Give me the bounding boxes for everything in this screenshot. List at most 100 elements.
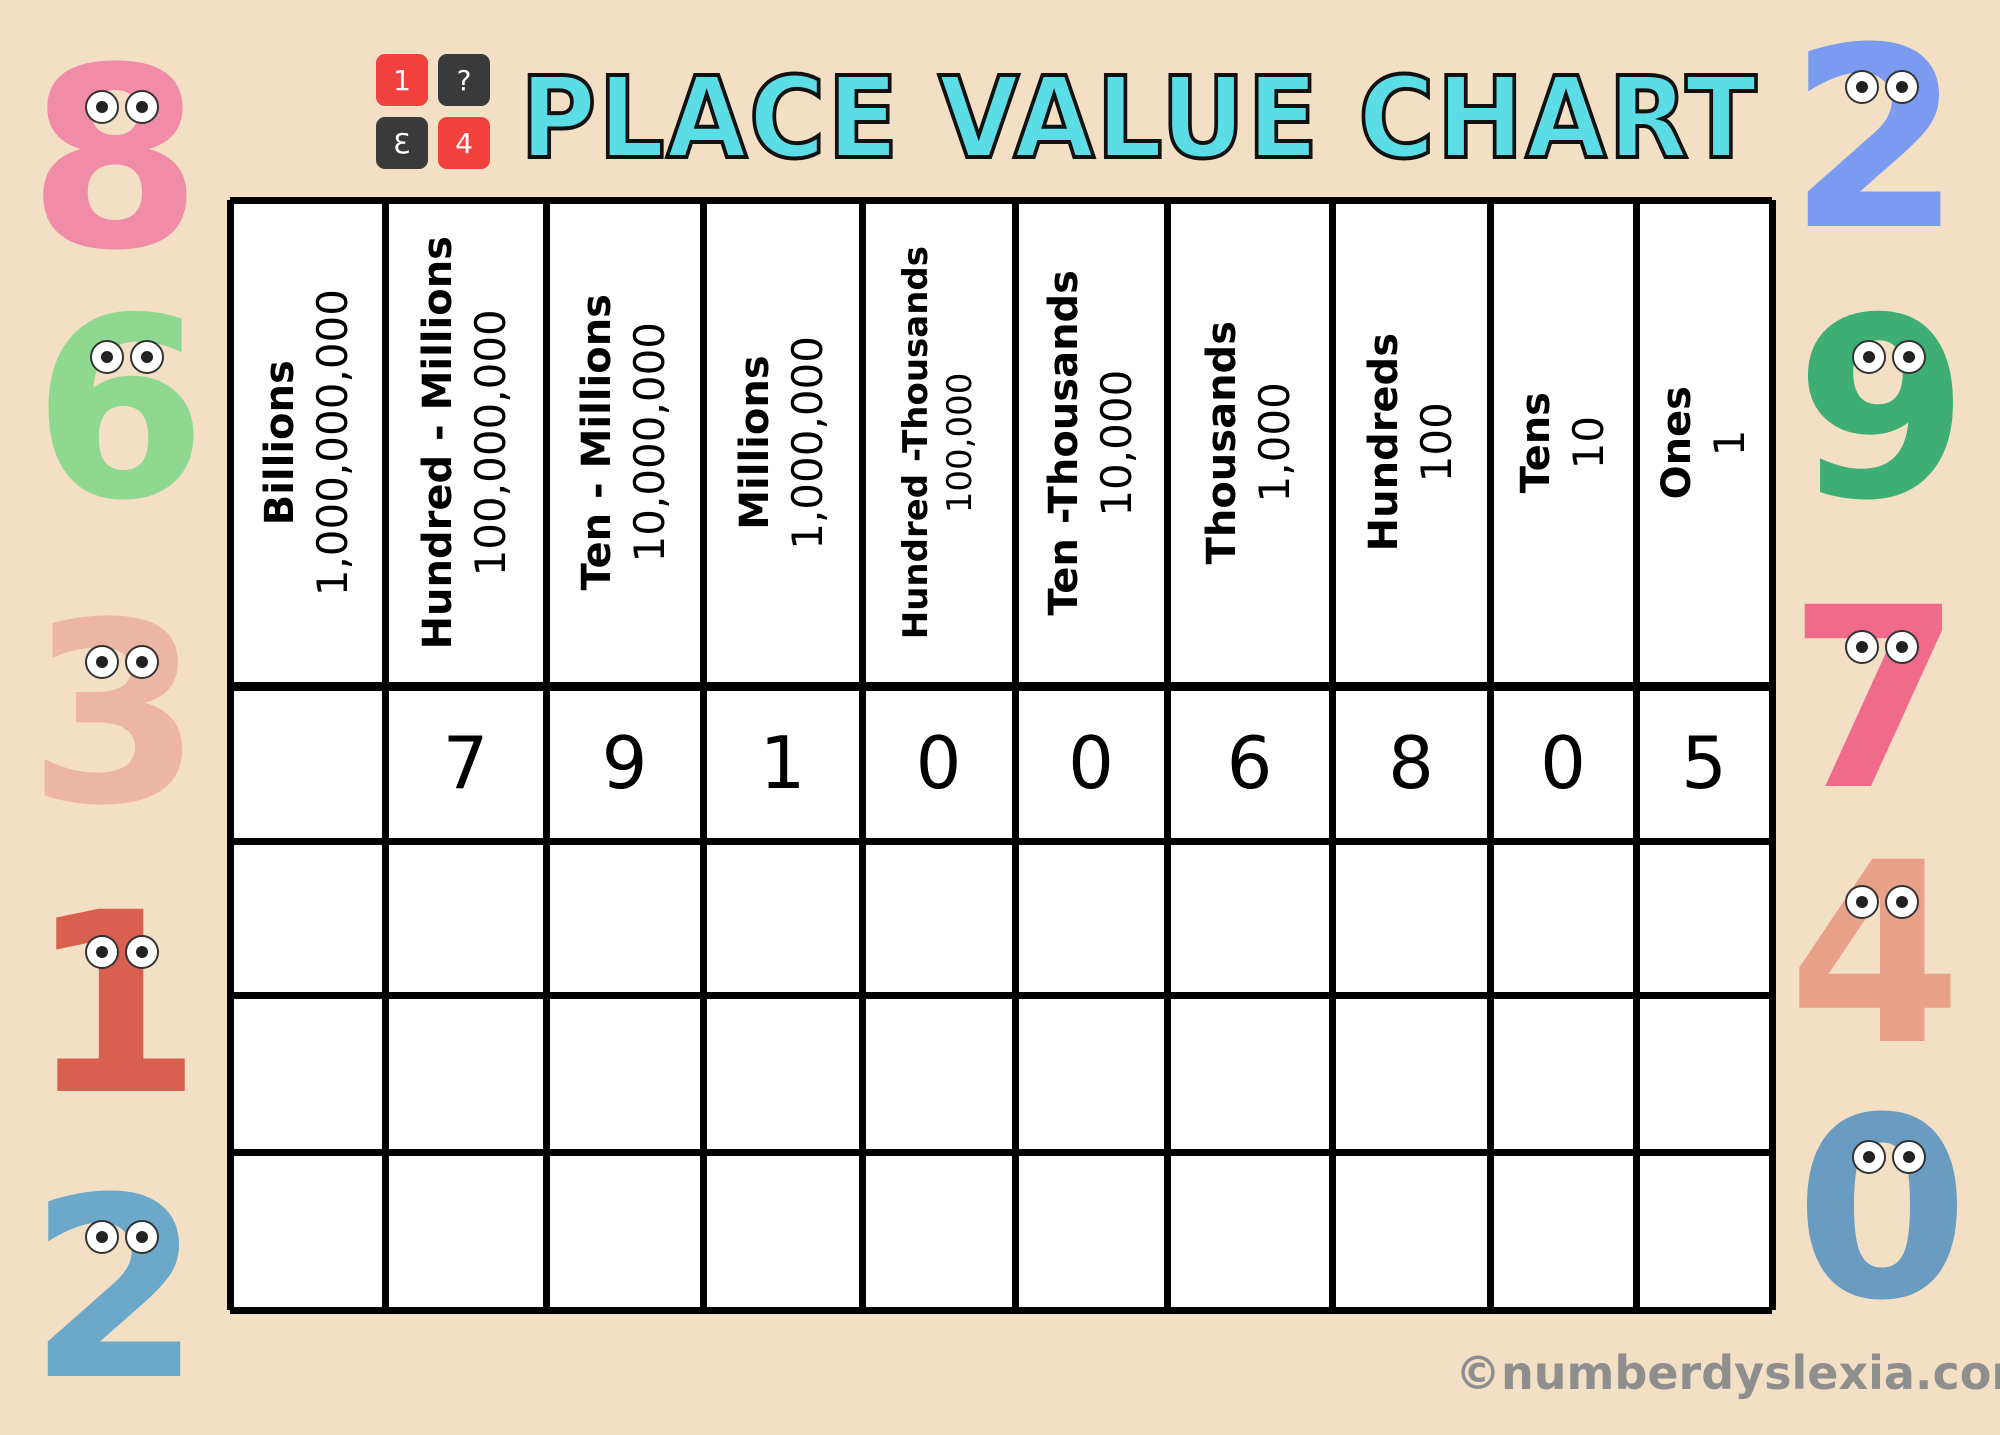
eye-icon bbox=[125, 645, 159, 679]
place-name: Ten -Thousands bbox=[1040, 269, 1087, 616]
place-name: Ten - Millions bbox=[574, 294, 621, 591]
digit-cell[interactable] bbox=[1636, 1152, 1772, 1310]
eye-icon bbox=[85, 645, 119, 679]
digit-cell[interactable] bbox=[385, 995, 546, 1152]
digit-cell[interactable]: 0 bbox=[915, 721, 962, 805]
digit-cell[interactable] bbox=[1490, 841, 1636, 995]
grid-line bbox=[230, 992, 1772, 999]
eye-icon bbox=[85, 1220, 119, 1254]
number-character: 1 bbox=[28, 859, 202, 1150]
eye-icon bbox=[125, 1220, 159, 1254]
place-value-table: Billions 1,000,000,000 Hundred - Millions 1… bbox=[227, 197, 1776, 1314]
eye-icon bbox=[1885, 885, 1919, 919]
digit-cell[interactable] bbox=[1015, 1152, 1167, 1310]
eye-icon bbox=[125, 935, 159, 969]
digit-cell[interactable] bbox=[1636, 995, 1772, 1152]
place-value: 1,000,000 bbox=[783, 335, 833, 550]
number-character: 2 bbox=[28, 1144, 202, 1435]
logo-tile: 4 bbox=[438, 117, 490, 169]
grid-line bbox=[1769, 200, 1776, 1310]
column-header: Billions 1,000,000,000 bbox=[230, 200, 385, 685]
number-character: 3 bbox=[28, 569, 202, 860]
digit-cell[interactable] bbox=[230, 841, 385, 995]
place-value: 100,000 bbox=[940, 372, 981, 513]
column-header-text: Billions 1,000,000,000 bbox=[254, 289, 361, 596]
digit-cell[interactable] bbox=[546, 995, 703, 1152]
place-name: Thousands bbox=[1199, 320, 1246, 565]
eye-icon bbox=[85, 90, 119, 124]
eye-icon bbox=[1885, 70, 1919, 104]
number-character: 8 bbox=[28, 14, 202, 305]
digit-cell[interactable]: 0 bbox=[1068, 721, 1114, 805]
digit-cell[interactable] bbox=[703, 995, 862, 1152]
digit-cell[interactable] bbox=[546, 841, 703, 995]
digit-cell[interactable] bbox=[1332, 841, 1490, 995]
number-character: 4 bbox=[1788, 809, 1962, 1100]
grid-line bbox=[1164, 200, 1171, 1310]
grid-line bbox=[230, 682, 1772, 691]
digit-cell[interactable] bbox=[385, 841, 546, 995]
grid-line bbox=[1012, 200, 1019, 1310]
digit-cell[interactable] bbox=[230, 1152, 385, 1310]
digit-cell[interactable] bbox=[1167, 1152, 1332, 1310]
eye-icon bbox=[90, 340, 124, 374]
digit-cell[interactable]: 5 bbox=[1681, 721, 1727, 805]
logo-tile: ? bbox=[438, 54, 490, 106]
number-character: 6 bbox=[33, 264, 207, 555]
digit-cell[interactable] bbox=[1490, 1152, 1636, 1310]
eye-icon bbox=[85, 935, 119, 969]
watermark: ©numberdyslexia.com bbox=[1455, 1346, 2000, 1400]
eye-icon bbox=[1885, 630, 1919, 664]
digit-cell[interactable] bbox=[385, 1152, 546, 1310]
digit-cell[interactable] bbox=[546, 1152, 703, 1310]
column-header-text: Hundred - Millions 100,000,000 bbox=[412, 236, 519, 649]
digit-cell[interactable] bbox=[1636, 841, 1772, 995]
digit-cell[interactable]: 6 bbox=[1226, 721, 1273, 805]
place-name: Ones bbox=[1653, 385, 1700, 500]
digit-cell[interactable]: 7 bbox=[442, 721, 489, 805]
digit-cell[interactable]: 9 bbox=[601, 721, 648, 805]
digit-cell[interactable] bbox=[1167, 995, 1332, 1152]
digit-cell[interactable]: 1 bbox=[759, 721, 806, 805]
digit-cell[interactable] bbox=[230, 685, 385, 841]
grid-line bbox=[230, 838, 1772, 845]
column-header-text: Ten - Millions 10,000,000 bbox=[571, 294, 678, 590]
column-header: Hundred - Millions 100,000,000 bbox=[385, 200, 546, 685]
place-value: 100 bbox=[1411, 402, 1461, 483]
digit-cell[interactable]: 0 bbox=[1540, 721, 1586, 805]
digit-cell[interactable] bbox=[862, 841, 1015, 995]
number-character: 2 bbox=[1788, 0, 1962, 285]
column-header: Ones 1 bbox=[1636, 200, 1772, 685]
grid-line bbox=[230, 197, 1772, 204]
column-header-text: Hundreds 100 bbox=[1358, 333, 1465, 551]
grid-line bbox=[543, 200, 550, 1310]
eye-icon bbox=[1892, 340, 1926, 374]
digit-cell[interactable]: 8 bbox=[1388, 721, 1434, 805]
grid-line bbox=[227, 200, 234, 1310]
digit-cell[interactable] bbox=[1015, 995, 1167, 1152]
column-header: Thousands 1,000 bbox=[1167, 200, 1332, 685]
number-character: 0 bbox=[1795, 1064, 1969, 1355]
grid-line bbox=[1329, 200, 1336, 1310]
place-name: Billions bbox=[257, 359, 304, 526]
digit-cell[interactable] bbox=[1167, 841, 1332, 995]
digit-cell[interactable] bbox=[703, 1152, 862, 1310]
digit-cell[interactable] bbox=[1490, 995, 1636, 1152]
place-name: Tens bbox=[1512, 391, 1559, 494]
place-value: 10,000,000 bbox=[625, 322, 675, 563]
column-header: Ten -Thousands 10,000 bbox=[1015, 200, 1167, 685]
column-header-text: Ones 1 bbox=[1651, 386, 1758, 499]
number-character: 9 bbox=[1795, 264, 1969, 555]
digit-cell[interactable] bbox=[1332, 995, 1490, 1152]
place-value: 10,000 bbox=[1091, 369, 1141, 516]
digit-cell[interactable] bbox=[862, 995, 1015, 1152]
digit-cell[interactable] bbox=[703, 841, 862, 995]
number-character: 7 bbox=[1788, 554, 1962, 845]
eye-icon bbox=[1845, 70, 1879, 104]
digit-cell[interactable] bbox=[1332, 1152, 1490, 1310]
digit-cell[interactable] bbox=[1015, 841, 1167, 995]
digit-cell[interactable] bbox=[230, 995, 385, 1152]
grid-line bbox=[230, 1149, 1772, 1156]
grid-line bbox=[700, 200, 707, 1310]
digit-cell[interactable] bbox=[862, 1152, 1015, 1310]
